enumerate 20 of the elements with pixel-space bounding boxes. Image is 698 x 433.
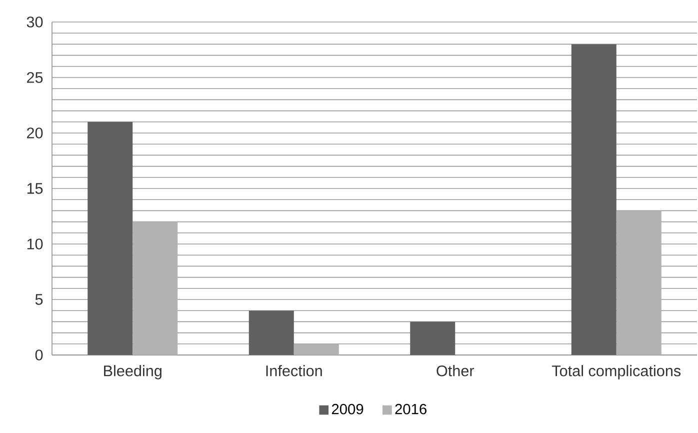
- legend-label: 2016: [395, 404, 426, 414]
- y-tick-label: 5: [35, 294, 43, 305]
- y-tick-label: 20: [27, 128, 43, 138]
- legend-label: 2009: [332, 404, 364, 414]
- y-tick-label: 25: [27, 72, 43, 83]
- y-tick-label: 0: [35, 350, 43, 360]
- bar: [410, 322, 456, 355]
- x-tick-label: Bleeding: [104, 365, 162, 380]
- x-tick-label: Other: [436, 365, 474, 376]
- bar: [88, 122, 133, 355]
- bar: [571, 44, 616, 355]
- bar: [294, 344, 339, 355]
- x-tick-label: Total complications: [552, 365, 681, 380]
- bar: [616, 210, 662, 355]
- bar: [248, 310, 294, 355]
- bar: [132, 222, 178, 355]
- y-tick-label: 10: [27, 238, 43, 250]
- y-tick-label: 30: [26, 16, 43, 28]
- y-tick-label: 15: [27, 183, 43, 194]
- x-tick-label: Infection: [266, 365, 322, 376]
